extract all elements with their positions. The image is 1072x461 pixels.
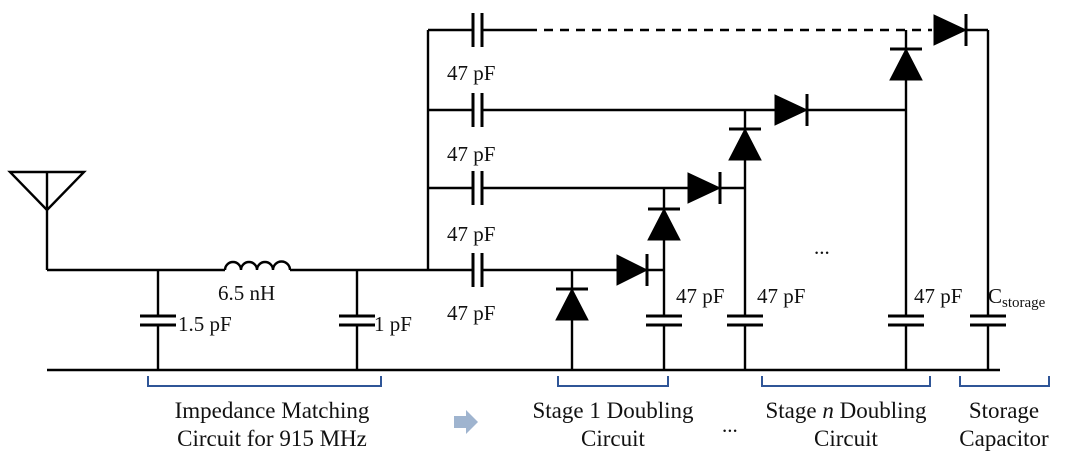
storage-capacitor-label: Cstorage (988, 284, 1046, 311)
series-capacitor-row-2 (428, 171, 688, 205)
shunt-capacitor-1 (140, 270, 176, 370)
stage-n-label-line2: Circuit (814, 426, 878, 451)
impedance-brace (147, 376, 382, 387)
right-arrow-icon (454, 410, 478, 434)
stage1-shunt-diode (555, 270, 589, 370)
series-capacitor-1-label: 47 pF (447, 301, 495, 325)
stage-n-vertical-diode (889, 30, 923, 81)
series-capacitor-row-3 (428, 93, 775, 127)
series-capacitor-row-4 (428, 13, 932, 47)
storage-label-line1: Storage (969, 398, 1039, 423)
stage1-series-diode (616, 254, 664, 286)
stage2-node (727, 158, 763, 370)
stage1-node (646, 238, 682, 370)
stage2-capacitor-label: 47 pF (757, 284, 805, 308)
inductor-label: 6.5 nH (218, 281, 275, 305)
impedance-label-line2: Circuit for 915 MHz (177, 426, 367, 451)
stage1-label-line2: Circuit (581, 426, 645, 451)
stage1-brace (557, 376, 669, 387)
inductor-symbol (223, 260, 292, 271)
series-capacitor-2-label: 47 pF (447, 222, 495, 246)
stage-n-capacitor-label: 47 pF (914, 284, 962, 308)
series-capacitor-3-label: 47 pF (447, 142, 495, 166)
shunt-capacitor-1-label: 1.5 pF (178, 312, 232, 336)
stage2-series-diode (687, 172, 745, 204)
series-capacitor-4-label: 47 pF (447, 61, 495, 85)
stage-n-brace (761, 376, 931, 387)
stage1-label-line1: Stage 1 Doubling (533, 398, 694, 423)
storage-label-line2: Capacitor (959, 426, 1049, 451)
stage-n-node (888, 80, 924, 370)
stage-ellipsis: ... (814, 235, 830, 259)
stage3-series-diode (774, 94, 906, 126)
series-capacitor-row-1 (428, 253, 617, 287)
stage1-capacitor-label: 47 pF (676, 284, 724, 308)
storage-capacitor (970, 30, 1006, 370)
shunt-capacitor-2 (339, 270, 375, 370)
stage1-vertical-diode (647, 188, 681, 241)
stage2-vertical-diode (728, 110, 762, 161)
stage-n-label-line1: Stage n Doubling (766, 398, 927, 423)
shunt-capacitor-2-label: 1 pF (374, 312, 412, 336)
antenna-icon (7, 170, 87, 270)
output-series-diode (933, 14, 988, 46)
storage-brace (959, 376, 1050, 387)
impedance-label-line1: Impedance Matching (175, 398, 370, 423)
between-stage-ellipsis: ... (722, 413, 738, 437)
